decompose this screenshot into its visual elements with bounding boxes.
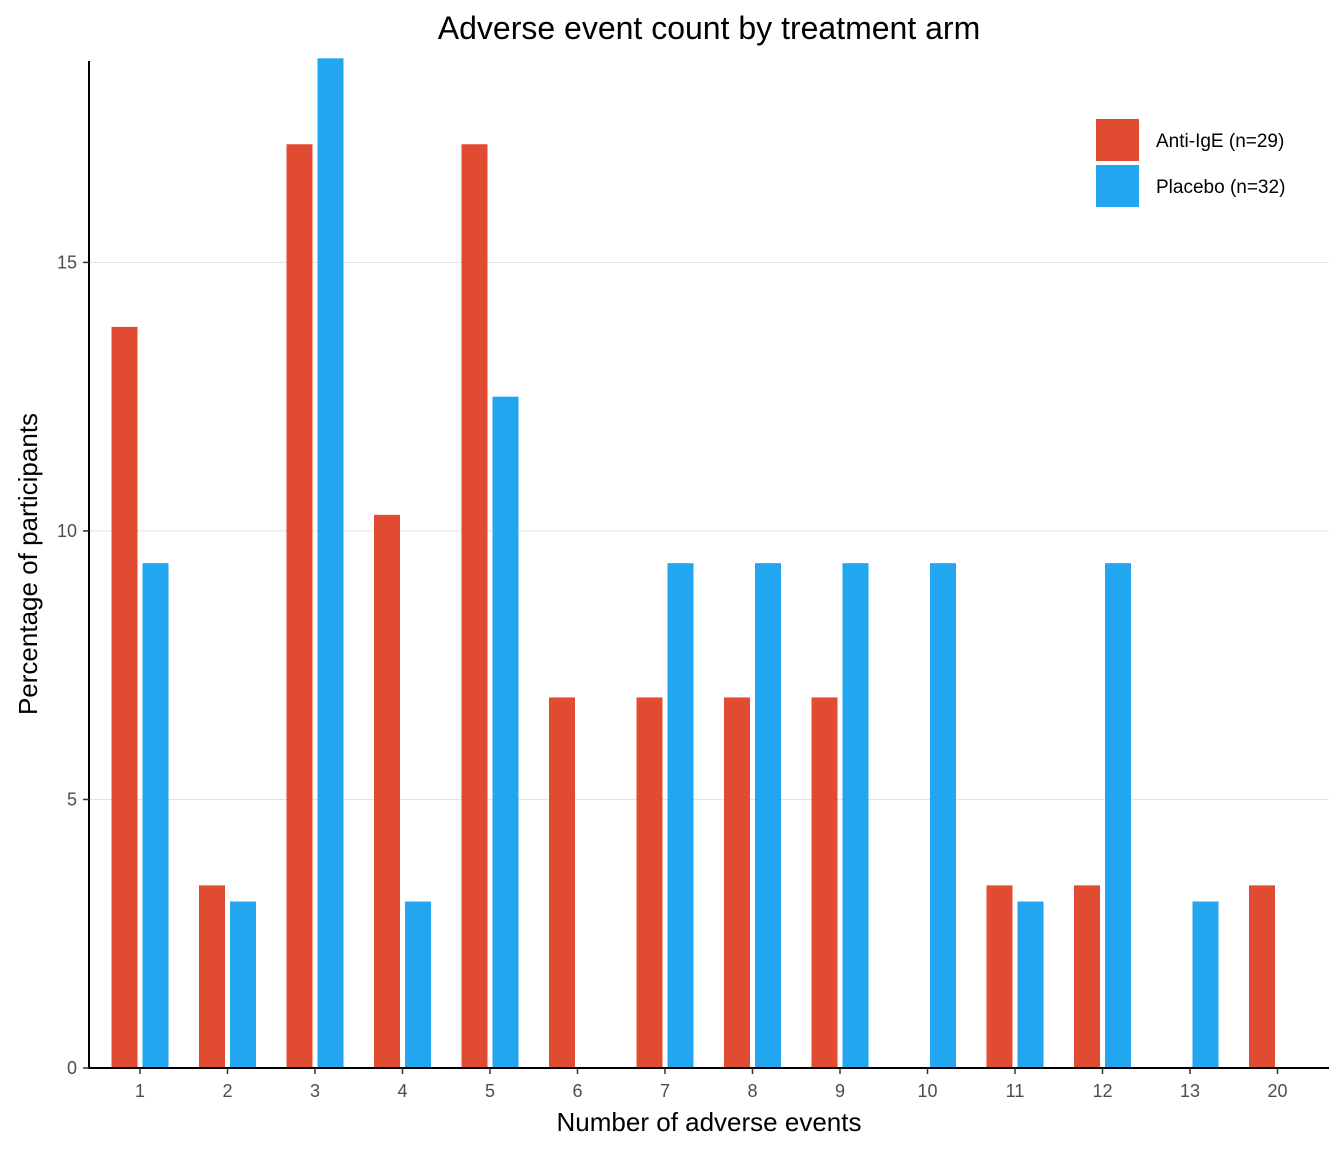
bar-series2-cat-9	[842, 563, 869, 1068]
x-tick-label: 13	[1180, 1081, 1200, 1101]
bar-series1-cat-9	[811, 697, 838, 1068]
bar-series1-cat-20	[1249, 885, 1275, 1068]
bar-series1-cat-4	[374, 514, 400, 1068]
x-tick-label: 4	[397, 1081, 407, 1101]
x-tick-label: 8	[747, 1081, 757, 1101]
bar-series2-cat-11	[1017, 901, 1044, 1068]
bar-series2-cat-12	[1105, 563, 1131, 1068]
chart-title: Adverse event count by treatment arm	[438, 10, 980, 46]
gridlines	[89, 261, 1329, 800]
x-tick-label: 20	[1267, 1081, 1287, 1101]
bar-series2-cat-2	[230, 901, 256, 1068]
y-axis-title: Percentage of participants	[13, 413, 43, 715]
bar-series2-cat-1	[142, 563, 169, 1068]
bar-series2-cat-7	[667, 563, 694, 1068]
bar-series2-cat-3	[317, 58, 344, 1068]
bar-series2-cat-5	[492, 396, 519, 1069]
legend: Anti-IgE (n=29) Placebo (n=32)	[1096, 119, 1285, 207]
bar-series1-cat-8	[724, 697, 750, 1068]
x-tick-label: 5	[485, 1081, 495, 1101]
y-tick-label: 10	[57, 521, 77, 541]
x-tick-label: 12	[1092, 1081, 1112, 1101]
x-tick-label: 6	[572, 1081, 582, 1101]
bar-series2-cat-8	[755, 563, 781, 1068]
legend-key-2	[1096, 165, 1139, 207]
x-tick-label: 9	[835, 1081, 845, 1101]
y-tick-label: 15	[57, 252, 77, 272]
legend-key-1	[1096, 119, 1139, 161]
x-tick-label: 3	[310, 1081, 320, 1101]
bar-series1-cat-6	[549, 697, 575, 1068]
legend-label-2: Placebo (n=32)	[1156, 177, 1285, 198]
bar-series1-cat-2	[199, 885, 225, 1068]
bar-series1-cat-7	[636, 697, 663, 1068]
x-tick-label: 1	[135, 1081, 145, 1101]
bar-series2-cat-10	[930, 563, 956, 1068]
axes	[88, 61, 1329, 1069]
bar-series2-cat-4	[405, 901, 431, 1068]
bar-series1-cat-12	[1074, 885, 1100, 1068]
bar-series2-cat-13	[1192, 901, 1219, 1068]
y-tick-label: 5	[67, 789, 77, 809]
legend-label-1: Anti-IgE (n=29)	[1156, 131, 1284, 152]
bar-series1-cat-5	[461, 144, 488, 1068]
x-tick-label: 2	[222, 1081, 232, 1101]
x-tick-label: 11	[1006, 1081, 1025, 1101]
bar-series1-cat-11	[986, 885, 1013, 1068]
x-tick-label: 10	[917, 1081, 937, 1101]
bar-series1-cat-3	[286, 144, 313, 1068]
x-axis-title: Number of adverse events	[557, 1107, 862, 1137]
bars	[111, 58, 1275, 1069]
x-tick-label: 7	[660, 1081, 670, 1101]
y-tick-label: 0	[67, 1058, 77, 1078]
bar-series1-cat-1	[111, 326, 138, 1068]
